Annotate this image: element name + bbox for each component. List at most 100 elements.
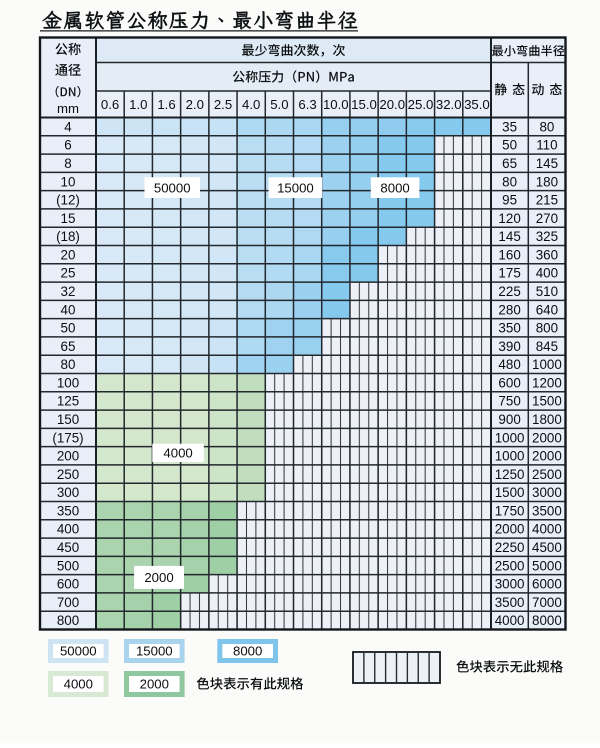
svg-text:160: 160 <box>498 247 520 262</box>
svg-text:2000: 2000 <box>532 430 562 445</box>
svg-text:35: 35 <box>502 119 517 134</box>
svg-text:50: 50 <box>502 138 517 153</box>
svg-text:3000: 3000 <box>532 485 562 500</box>
svg-text:1.6: 1.6 <box>157 97 175 112</box>
svg-text:390: 390 <box>498 339 520 354</box>
svg-text:0.6: 0.6 <box>101 97 119 112</box>
svg-text:4.0: 4.0 <box>242 97 260 112</box>
svg-text:3500: 3500 <box>495 595 525 610</box>
svg-text:2250: 2250 <box>495 540 525 555</box>
svg-text:250: 250 <box>57 467 79 482</box>
svg-text:50: 50 <box>61 321 76 336</box>
svg-text:215: 215 <box>536 193 558 208</box>
svg-text:1750: 1750 <box>495 503 525 518</box>
svg-text:8000: 8000 <box>380 180 409 195</box>
svg-text:32: 32 <box>61 284 76 299</box>
svg-text:3000: 3000 <box>495 577 525 592</box>
svg-text:1250: 1250 <box>495 467 525 482</box>
svg-text:4000: 4000 <box>163 446 192 461</box>
svg-text:6.3: 6.3 <box>298 97 316 112</box>
svg-text:360: 360 <box>536 247 558 262</box>
svg-text:110: 110 <box>536 138 557 153</box>
svg-text:400: 400 <box>536 266 558 281</box>
svg-text:640: 640 <box>536 302 558 317</box>
svg-text:80: 80 <box>539 119 554 134</box>
svg-text:2000: 2000 <box>495 522 525 537</box>
svg-text:325: 325 <box>536 229 558 244</box>
svg-text:65: 65 <box>61 339 76 354</box>
svg-text:1.0: 1.0 <box>129 97 147 112</box>
svg-text:4: 4 <box>64 119 72 134</box>
svg-text:120: 120 <box>498 211 520 226</box>
svg-text:5.0: 5.0 <box>270 97 288 112</box>
svg-text:10.0: 10.0 <box>323 97 349 112</box>
svg-text:280: 280 <box>498 302 520 317</box>
svg-text:1500: 1500 <box>532 394 562 409</box>
svg-text:180: 180 <box>536 174 558 189</box>
svg-text:225: 225 <box>498 284 520 299</box>
svg-text:1800: 1800 <box>532 412 562 427</box>
svg-text:4000: 4000 <box>532 522 562 537</box>
svg-text:65: 65 <box>502 156 517 171</box>
svg-text:750: 750 <box>498 394 520 409</box>
svg-text:450: 450 <box>57 540 79 555</box>
svg-text:125: 125 <box>57 394 79 409</box>
svg-text:6: 6 <box>64 138 71 153</box>
svg-text:8000: 8000 <box>532 613 562 628</box>
svg-text:145: 145 <box>498 229 520 244</box>
svg-text:175: 175 <box>498 266 520 281</box>
svg-text:(18): (18) <box>56 229 80 244</box>
svg-text:350: 350 <box>57 503 79 518</box>
svg-text:32.0: 32.0 <box>436 97 462 112</box>
svg-text:2000: 2000 <box>144 570 173 585</box>
svg-text:1000: 1000 <box>495 430 525 445</box>
svg-text:300: 300 <box>57 485 79 500</box>
svg-text:50000: 50000 <box>60 644 97 659</box>
svg-text:25: 25 <box>61 266 76 281</box>
svg-text:35.0: 35.0 <box>464 97 490 112</box>
svg-text:700: 700 <box>57 595 79 610</box>
svg-text:50000: 50000 <box>154 180 191 195</box>
svg-text:4000: 4000 <box>64 677 93 692</box>
svg-text:40: 40 <box>61 302 76 317</box>
svg-text:1000: 1000 <box>532 357 562 372</box>
svg-text:270: 270 <box>536 211 558 226</box>
svg-text:2000: 2000 <box>140 677 169 692</box>
svg-text:25.0: 25.0 <box>408 97 434 112</box>
svg-text:5000: 5000 <box>532 558 562 573</box>
svg-text:(175): (175) <box>52 430 83 445</box>
svg-text:7000: 7000 <box>532 595 562 610</box>
svg-text:1200: 1200 <box>532 375 562 390</box>
svg-text:6000: 6000 <box>532 577 562 592</box>
svg-text:15: 15 <box>61 211 76 226</box>
svg-text:150: 150 <box>57 412 79 427</box>
svg-text:80: 80 <box>502 174 517 189</box>
svg-text:8000: 8000 <box>233 644 262 659</box>
svg-text:4000: 4000 <box>495 613 525 628</box>
svg-text:100: 100 <box>57 375 79 390</box>
svg-text:2500: 2500 <box>532 467 562 482</box>
svg-text:600: 600 <box>498 375 520 390</box>
svg-text:20.0: 20.0 <box>379 97 405 112</box>
svg-text:95: 95 <box>502 193 517 208</box>
svg-text:2000: 2000 <box>532 449 562 464</box>
svg-text:2.0: 2.0 <box>186 97 204 112</box>
svg-text:15.0: 15.0 <box>351 97 377 112</box>
svg-text:15000: 15000 <box>277 180 314 195</box>
svg-text:mm: mm <box>57 101 79 116</box>
svg-text:800: 800 <box>57 613 79 628</box>
svg-text:15000: 15000 <box>136 644 173 659</box>
svg-text:350: 350 <box>498 321 520 336</box>
svg-text:1500: 1500 <box>495 485 525 500</box>
svg-text:900: 900 <box>498 412 520 427</box>
svg-text:1000: 1000 <box>495 449 525 464</box>
svg-text:2500: 2500 <box>495 558 525 573</box>
svg-text:20: 20 <box>61 247 76 262</box>
svg-text:145: 145 <box>536 156 558 171</box>
svg-text:480: 480 <box>498 357 520 372</box>
svg-text:510: 510 <box>536 284 558 299</box>
svg-text:10: 10 <box>61 174 76 189</box>
svg-text:800: 800 <box>536 321 558 336</box>
svg-text:3500: 3500 <box>532 503 562 518</box>
svg-text:600: 600 <box>57 577 79 592</box>
